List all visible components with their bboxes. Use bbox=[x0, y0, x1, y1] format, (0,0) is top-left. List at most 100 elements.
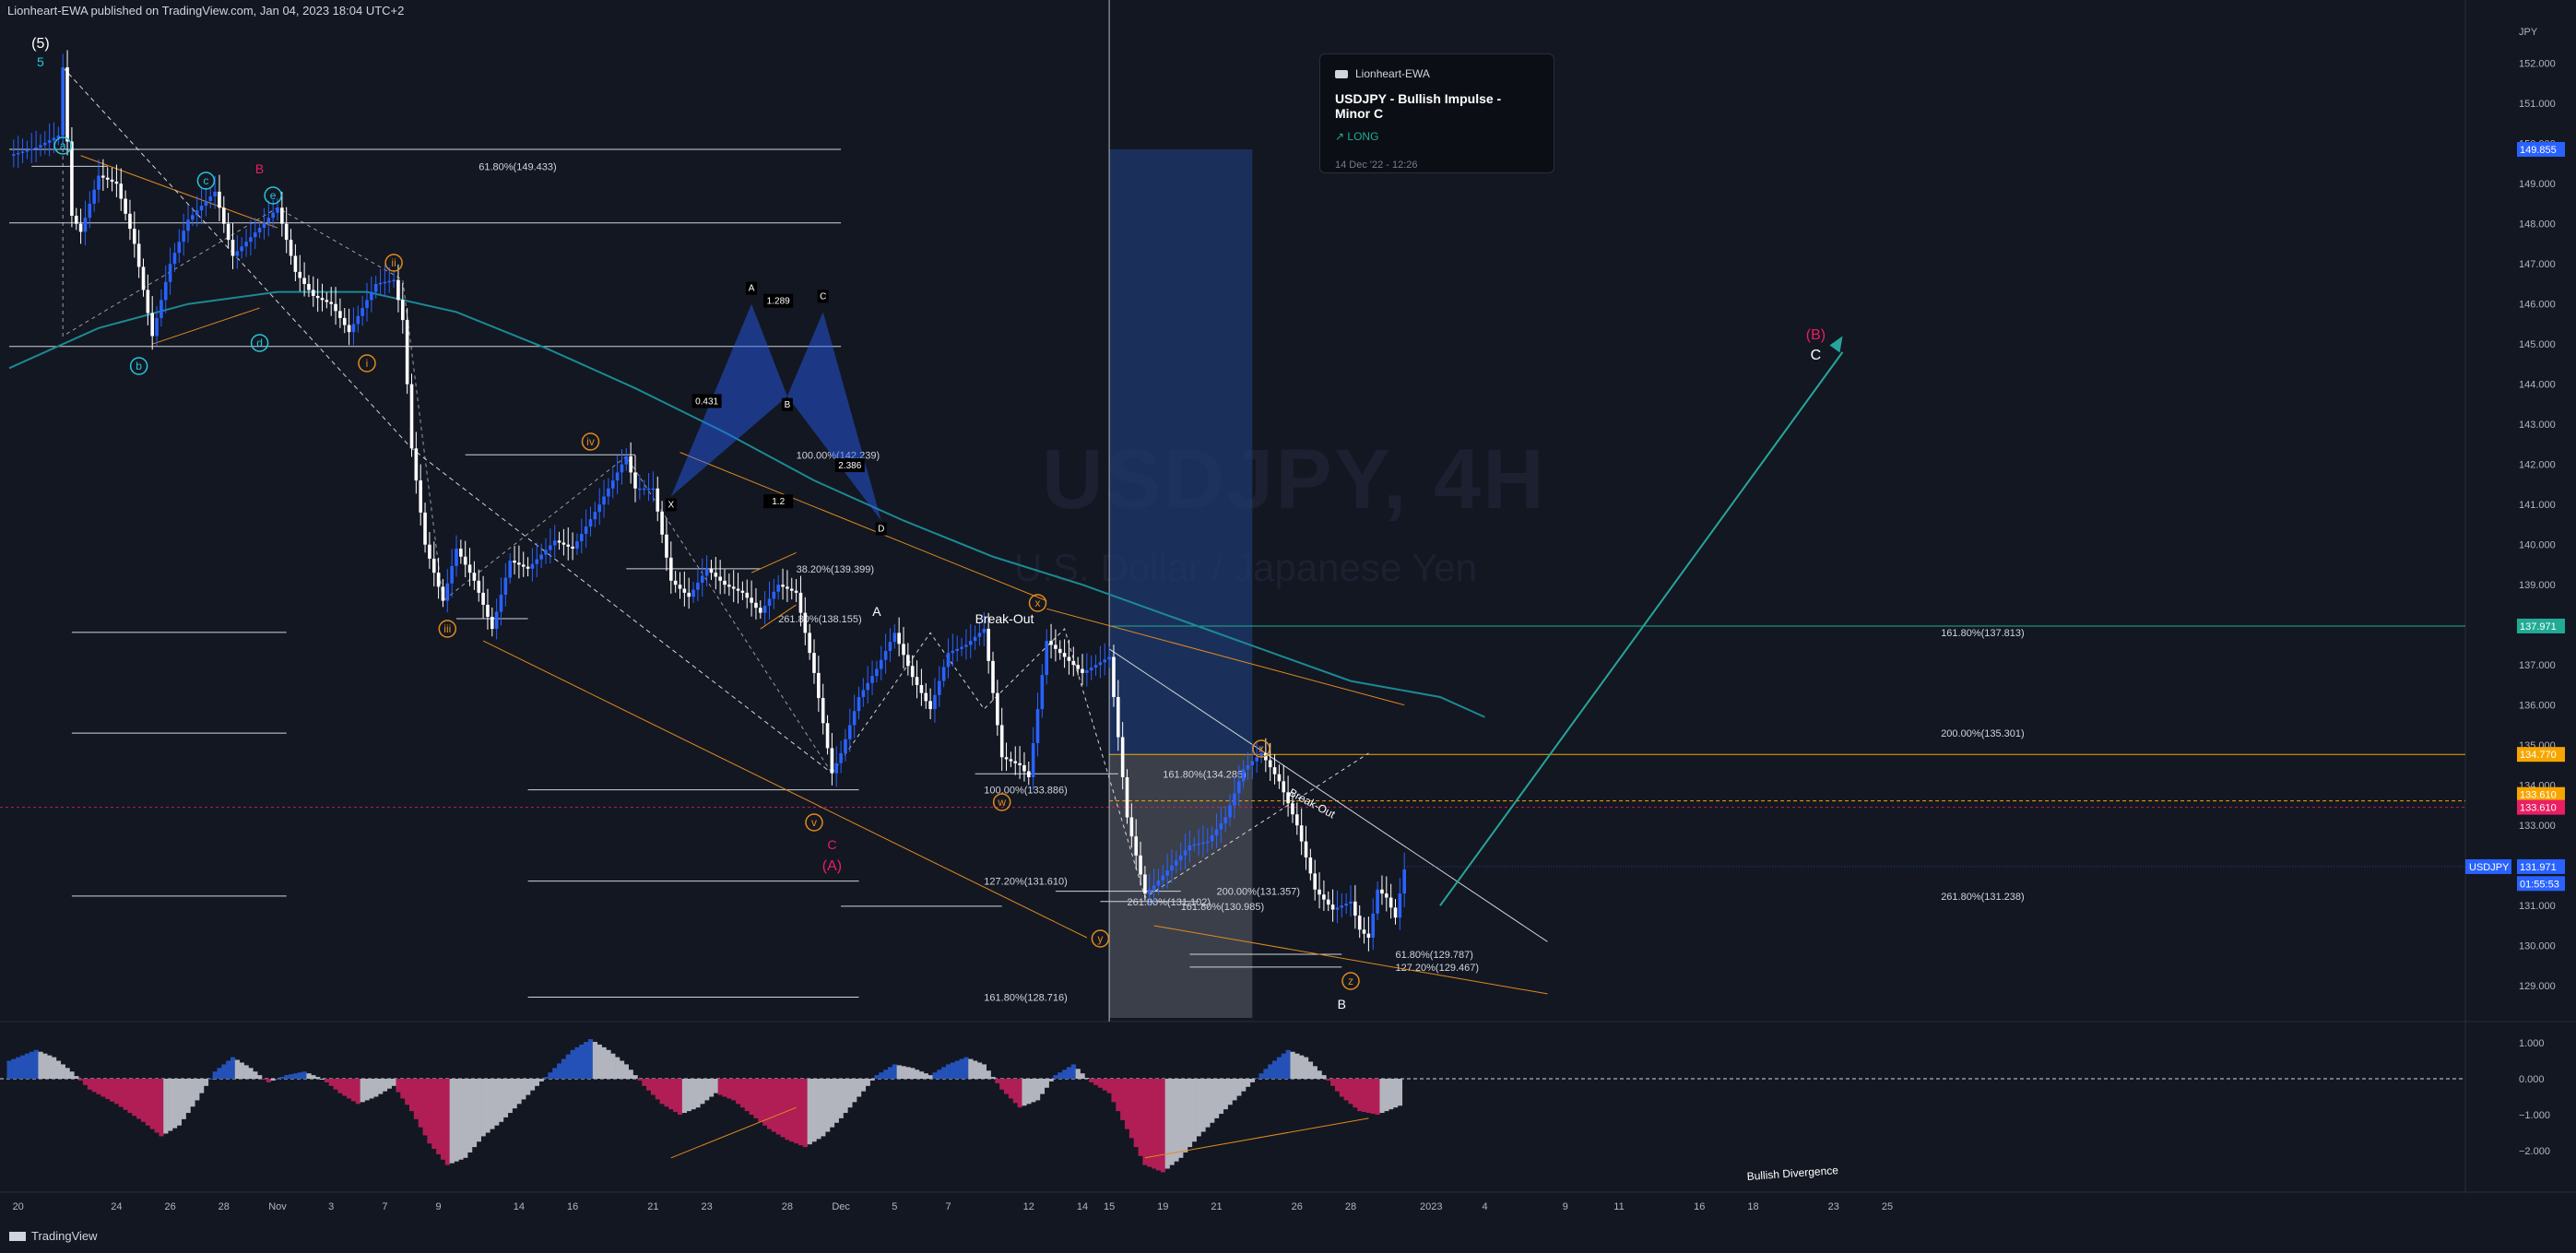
osc-bar bbox=[467, 1079, 473, 1153]
osc-bar bbox=[454, 1079, 459, 1162]
candle-body bbox=[776, 585, 780, 592]
candle-body bbox=[315, 296, 320, 299]
osc-bar bbox=[717, 1079, 723, 1095]
candle-body bbox=[414, 448, 419, 481]
osc-bar bbox=[195, 1079, 200, 1101]
wedge-top-line bbox=[80, 155, 278, 229]
osc-bar bbox=[1066, 1067, 1072, 1079]
osc-bar bbox=[538, 1079, 544, 1082]
candle-body bbox=[356, 315, 360, 325]
price-axis-tag bbox=[2517, 858, 2565, 874]
osc-bar bbox=[431, 1079, 437, 1150]
candle-body bbox=[759, 608, 762, 613]
candle-body bbox=[450, 565, 454, 584]
candle-body bbox=[1058, 648, 1062, 654]
osc-bar bbox=[203, 1079, 209, 1086]
price-axis-tag bbox=[2517, 747, 2565, 762]
osc-bar bbox=[829, 1079, 835, 1128]
candle-body bbox=[1009, 759, 1013, 762]
x-tick-label: 14 bbox=[1077, 1201, 1088, 1212]
osc-bar bbox=[1375, 1079, 1380, 1115]
candle-body bbox=[973, 636, 977, 642]
author-logo-icon bbox=[1335, 69, 1348, 78]
wave-label-orange: x bbox=[1035, 597, 1041, 609]
wave-label-cyan: a bbox=[60, 139, 66, 152]
osc-bar bbox=[6, 1060, 12, 1079]
osc-bar bbox=[1142, 1079, 1148, 1165]
tradingview-brand[interactable]: TradingView bbox=[9, 1229, 98, 1243]
fib-level-label: 261.80%(131.102) bbox=[1128, 897, 1211, 908]
osc-bar bbox=[1232, 1079, 1237, 1101]
osc-bar bbox=[248, 1068, 254, 1079]
candle-body bbox=[1313, 873, 1317, 890]
osc-bar bbox=[686, 1079, 691, 1112]
y-tick-label: 151.000 bbox=[2519, 99, 2556, 110]
price-axis-tag-label: 133.610 bbox=[2520, 803, 2557, 814]
osc-bar bbox=[821, 1079, 826, 1137]
osc-bar bbox=[1205, 1079, 1211, 1128]
candle-body bbox=[325, 300, 329, 302]
candle-body bbox=[1027, 771, 1031, 777]
idea-date: 14 Dec '22 - 12:26 bbox=[1335, 160, 1418, 171]
osc-bar bbox=[802, 1079, 808, 1148]
candle-body bbox=[262, 222, 266, 229]
osc-bar bbox=[798, 1079, 804, 1146]
candle-body bbox=[1129, 817, 1134, 837]
osc-bar bbox=[642, 1079, 647, 1086]
osc-bar bbox=[691, 1079, 696, 1110]
candle-body bbox=[141, 266, 146, 290]
idea-card[interactable]: Lionheart-EWA USDJPY - Bullish Impulse -… bbox=[1319, 53, 1554, 173]
candle-body bbox=[1250, 761, 1255, 765]
candle-body bbox=[213, 191, 217, 196]
fib-level-label: 61.80%(149.433) bbox=[479, 161, 556, 172]
candle-body bbox=[754, 602, 758, 609]
osc-bar bbox=[136, 1079, 142, 1119]
osc-bar bbox=[463, 1079, 468, 1158]
y-tick-label: 140.000 bbox=[2519, 540, 2556, 551]
candle-body bbox=[1117, 697, 1120, 738]
candle-body bbox=[602, 496, 606, 505]
osc-bar bbox=[1125, 1079, 1130, 1129]
wave-label-orange: v bbox=[811, 816, 817, 829]
osc-bar bbox=[767, 1079, 773, 1129]
osc-bar bbox=[664, 1079, 669, 1107]
candle-body bbox=[373, 283, 378, 292]
candle-body bbox=[669, 557, 673, 581]
osc-bar bbox=[444, 1079, 450, 1165]
osc-bar bbox=[1299, 1055, 1305, 1079]
candle-body bbox=[163, 281, 168, 301]
osc-bar bbox=[1062, 1070, 1068, 1079]
candle-body bbox=[607, 488, 610, 497]
osc-bar bbox=[1321, 1075, 1327, 1079]
projection-arrow-head bbox=[1829, 336, 1843, 353]
x-tick-label: 21 bbox=[647, 1201, 658, 1212]
osc-bar bbox=[154, 1079, 160, 1133]
candle-body bbox=[1183, 850, 1188, 856]
candle-body bbox=[1277, 774, 1282, 782]
candle-body bbox=[1045, 641, 1048, 676]
harmonic-point-box bbox=[746, 281, 758, 295]
osc-bar bbox=[284, 1075, 290, 1079]
osc-bar bbox=[1281, 1053, 1286, 1079]
osc-bar bbox=[440, 1079, 446, 1160]
candle-body bbox=[1344, 904, 1348, 906]
osc-bar bbox=[588, 1039, 594, 1079]
candle-body bbox=[883, 650, 888, 660]
osc-bar bbox=[874, 1075, 880, 1079]
candle-body bbox=[266, 218, 271, 223]
candle-body bbox=[704, 568, 709, 576]
osc-bar bbox=[632, 1075, 638, 1079]
osc-bar bbox=[502, 1079, 509, 1117]
fib-level-label: 38.20%(139.399) bbox=[797, 564, 874, 575]
candle-body bbox=[136, 243, 141, 267]
candle-body bbox=[445, 583, 450, 601]
candle-body bbox=[191, 215, 195, 220]
candle-body bbox=[387, 280, 392, 283]
osc-bar bbox=[928, 1075, 933, 1079]
harmonic-point-box bbox=[665, 498, 677, 512]
wave-label-orange: iv bbox=[586, 435, 595, 448]
candle-body bbox=[441, 586, 445, 601]
osc-bar bbox=[1249, 1079, 1255, 1082]
osc-bar bbox=[275, 1079, 280, 1080]
